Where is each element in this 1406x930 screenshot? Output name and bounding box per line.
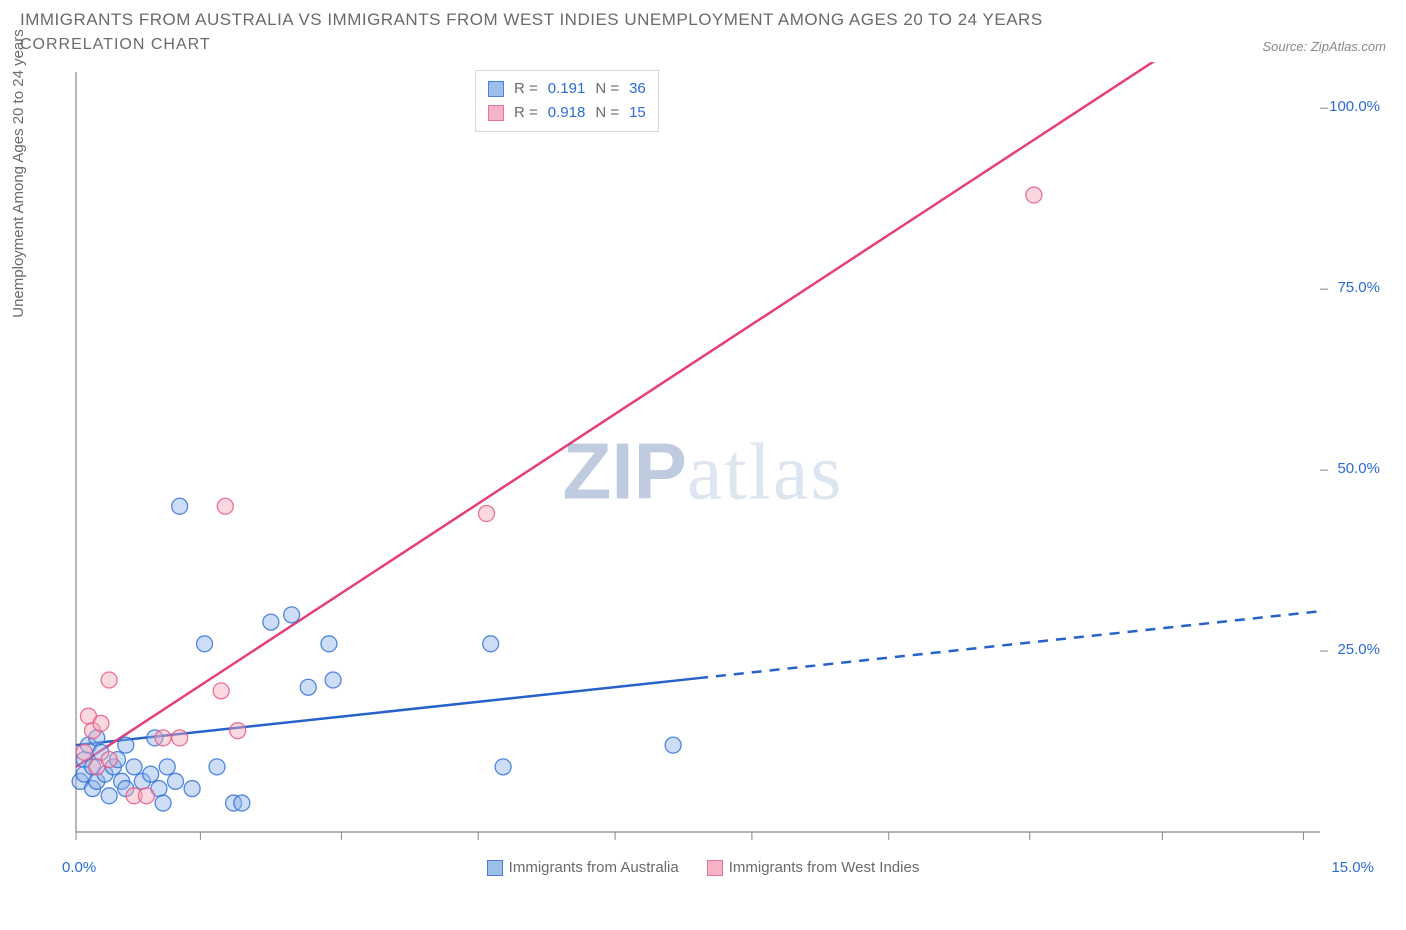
corr-n-value-aus: 36 — [629, 77, 646, 101]
x-axis-max-label: 15.0% — [1331, 859, 1374, 876]
corr-r-label-aus: R = — [514, 77, 538, 101]
corr-row-wi: R = 0.918 N = 15 — [488, 101, 646, 125]
y-tick-label: 75.0% — [1337, 279, 1380, 296]
source-attribution: Source: ZipAtlas.com — [1262, 39, 1386, 54]
chart-subtitle: CORRELATION CHART — [20, 36, 211, 54]
x-axis-min-label: 0.0% — [62, 859, 96, 876]
chart-title: IMMIGRANTS FROM AUSTRALIA VS IMMIGRANTS … — [20, 10, 1386, 30]
source-prefix: Source: — [1262, 39, 1310, 54]
corr-n-label-aus: N = — [595, 77, 619, 101]
legend-swatch-west-indies — [707, 860, 723, 876]
series-legend: Immigrants from Australia Immigrants fro… — [20, 859, 1386, 876]
corr-swatch-wi — [488, 105, 504, 121]
corr-swatch-aus — [488, 81, 504, 97]
legend-label-west-indies: Immigrants from West Indies — [729, 859, 920, 876]
correlation-stats-box: R = 0.191 N = 36 R = 0.918 N = 15 — [475, 70, 659, 132]
y-tick-label: 50.0% — [1337, 460, 1380, 477]
corr-row-aus: R = 0.191 N = 36 — [488, 77, 646, 101]
y-tick-label: 100.0% — [1329, 98, 1380, 115]
corr-r-label-wi: R = — [514, 101, 538, 125]
y-tick-label: 25.0% — [1337, 641, 1380, 658]
corr-r-value-aus: 0.191 — [548, 77, 586, 101]
legend-label-australia: Immigrants from Australia — [509, 859, 679, 876]
legend-item-west-indies: Immigrants from West Indies — [707, 859, 920, 876]
corr-r-value-wi: 0.918 — [548, 101, 586, 125]
legend-swatch-australia — [487, 860, 503, 876]
chart-container: Unemployment Among Ages 20 to 24 years Z… — [20, 62, 1386, 882]
legend-item-australia: Immigrants from Australia — [487, 859, 679, 876]
corr-n-value-wi: 15 — [629, 101, 646, 125]
corr-n-label-wi: N = — [595, 101, 619, 125]
y-axis-label: Unemployment Among Ages 20 to 24 years — [10, 29, 27, 318]
source-name: ZipAtlas.com — [1311, 39, 1386, 54]
scatter-plot-svg — [20, 62, 1386, 882]
